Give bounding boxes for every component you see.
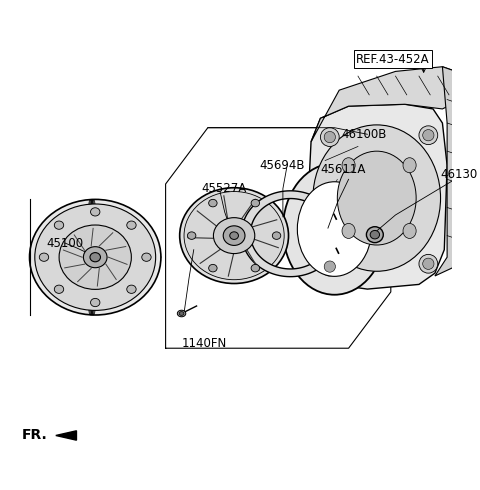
- Ellipse shape: [209, 265, 217, 272]
- Ellipse shape: [419, 254, 438, 273]
- Polygon shape: [241, 191, 335, 277]
- Ellipse shape: [321, 128, 339, 147]
- Ellipse shape: [342, 223, 355, 239]
- Text: FR.: FR.: [22, 428, 48, 442]
- Polygon shape: [311, 67, 461, 142]
- Ellipse shape: [54, 221, 64, 229]
- Ellipse shape: [297, 182, 372, 276]
- Ellipse shape: [272, 232, 281, 240]
- Ellipse shape: [142, 253, 151, 261]
- Ellipse shape: [251, 199, 260, 207]
- Ellipse shape: [321, 257, 339, 276]
- Text: REF.43-452A: REF.43-452A: [356, 53, 430, 66]
- Ellipse shape: [127, 285, 136, 294]
- Ellipse shape: [177, 310, 186, 317]
- Ellipse shape: [283, 163, 386, 294]
- Ellipse shape: [370, 230, 380, 239]
- Ellipse shape: [54, 285, 64, 294]
- Ellipse shape: [91, 298, 100, 307]
- Ellipse shape: [39, 253, 48, 261]
- Ellipse shape: [251, 265, 260, 272]
- Ellipse shape: [324, 261, 336, 272]
- Ellipse shape: [30, 199, 161, 315]
- Text: 46130: 46130: [441, 168, 478, 181]
- Ellipse shape: [91, 208, 100, 216]
- Text: 1140FN: 1140FN: [181, 337, 227, 350]
- Ellipse shape: [179, 312, 184, 316]
- Ellipse shape: [366, 227, 384, 243]
- Text: 45611A: 45611A: [321, 164, 366, 176]
- Ellipse shape: [184, 192, 284, 280]
- Ellipse shape: [209, 199, 217, 207]
- Polygon shape: [56, 431, 76, 440]
- Polygon shape: [309, 104, 447, 289]
- Polygon shape: [435, 67, 461, 276]
- Ellipse shape: [59, 225, 132, 290]
- Ellipse shape: [337, 151, 416, 245]
- Ellipse shape: [403, 158, 416, 173]
- Ellipse shape: [423, 129, 434, 141]
- Ellipse shape: [35, 204, 156, 310]
- Ellipse shape: [214, 218, 255, 254]
- Ellipse shape: [342, 158, 355, 173]
- Text: 45100: 45100: [47, 237, 84, 249]
- Text: 46100B: 46100B: [341, 128, 386, 141]
- Ellipse shape: [403, 223, 416, 239]
- Ellipse shape: [84, 246, 107, 268]
- Ellipse shape: [187, 232, 196, 240]
- Ellipse shape: [180, 188, 288, 284]
- Ellipse shape: [90, 253, 100, 262]
- Ellipse shape: [419, 126, 438, 145]
- Text: 45694B: 45694B: [259, 159, 305, 171]
- Ellipse shape: [230, 232, 239, 240]
- Ellipse shape: [223, 226, 245, 245]
- Ellipse shape: [127, 221, 136, 229]
- Text: 45527A: 45527A: [201, 182, 247, 195]
- Ellipse shape: [324, 131, 336, 143]
- Ellipse shape: [423, 258, 434, 270]
- Ellipse shape: [313, 125, 441, 271]
